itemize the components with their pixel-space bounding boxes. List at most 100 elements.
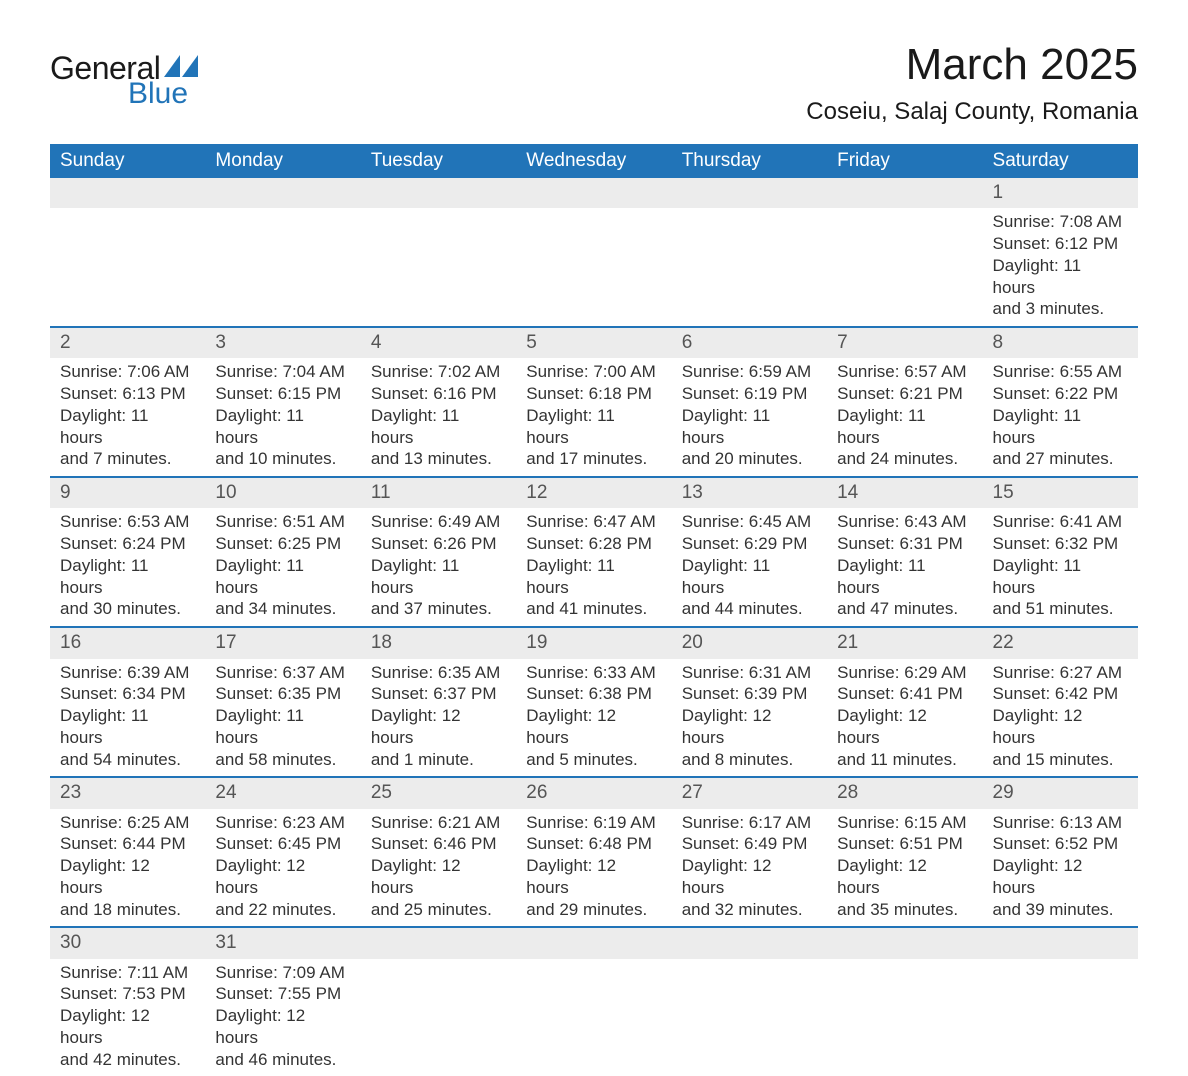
- daylight-line1: Daylight: 12 hours: [526, 705, 661, 749]
- day-data: Sunrise: 6:57 AMSunset: 6:21 PMDaylight:…: [827, 358, 982, 476]
- calendar-day-cell: [672, 927, 827, 1076]
- header: General Blue March 2025 Coseiu, Salaj Co…: [50, 40, 1138, 126]
- sunset-text: Sunset: 6:24 PM: [60, 533, 195, 555]
- daylight-line1: Daylight: 11 hours: [215, 705, 350, 749]
- daylight-line2: and 41 minutes.: [526, 598, 661, 620]
- calendar-week-row: 30Sunrise: 7:11 AMSunset: 7:53 PMDayligh…: [50, 927, 1138, 1076]
- day-number: 21: [827, 628, 982, 658]
- day-data: Sunrise: 6:49 AMSunset: 6:26 PMDaylight:…: [361, 508, 516, 626]
- sunset-text: Sunset: 6:15 PM: [215, 383, 350, 405]
- day-number: 18: [361, 628, 516, 658]
- daylight-line2: and 30 minutes.: [60, 598, 195, 620]
- sunset-text: Sunset: 6:26 PM: [371, 533, 506, 555]
- day-number-empty: [827, 928, 982, 958]
- sunrise-text: Sunrise: 7:00 AM: [526, 361, 661, 383]
- day-number: 29: [983, 778, 1138, 808]
- sunset-text: Sunset: 6:46 PM: [371, 833, 506, 855]
- calendar-day-cell: 12Sunrise: 6:47 AMSunset: 6:28 PMDayligh…: [516, 477, 671, 627]
- sunrise-text: Sunrise: 6:31 AM: [682, 662, 817, 684]
- sunrise-text: Sunrise: 6:57 AM: [837, 361, 972, 383]
- day-number: 11: [361, 478, 516, 508]
- calendar-day-cell: [672, 178, 827, 327]
- daylight-line2: and 3 minutes.: [993, 298, 1128, 320]
- page-title: March 2025: [806, 40, 1138, 90]
- calendar-day-cell: 30Sunrise: 7:11 AMSunset: 7:53 PMDayligh…: [50, 927, 205, 1076]
- daylight-line2: and 39 minutes.: [993, 899, 1128, 921]
- daylight-line2: and 25 minutes.: [371, 899, 506, 921]
- title-block: March 2025 Coseiu, Salaj County, Romania: [806, 40, 1138, 126]
- calendar-week-row: 1Sunrise: 7:08 AMSunset: 6:12 PMDaylight…: [50, 178, 1138, 327]
- sunrise-text: Sunrise: 6:35 AM: [371, 662, 506, 684]
- calendar-day-cell: 11Sunrise: 6:49 AMSunset: 6:26 PMDayligh…: [361, 477, 516, 627]
- daylight-line2: and 15 minutes.: [993, 749, 1128, 771]
- daylight-line1: Daylight: 11 hours: [60, 405, 195, 449]
- sunset-text: Sunset: 6:34 PM: [60, 683, 195, 705]
- sunrise-text: Sunrise: 6:27 AM: [993, 662, 1128, 684]
- day-data: Sunrise: 6:53 AMSunset: 6:24 PMDaylight:…: [50, 508, 205, 626]
- sunrise-text: Sunrise: 6:13 AM: [993, 812, 1128, 834]
- sunrise-text: Sunrise: 6:43 AM: [837, 511, 972, 533]
- daylight-line1: Daylight: 12 hours: [371, 705, 506, 749]
- day-number: 7: [827, 328, 982, 358]
- daylight-line1: Daylight: 11 hours: [215, 405, 350, 449]
- day-data-empty: [827, 208, 982, 296]
- sunset-text: Sunset: 6:22 PM: [993, 383, 1128, 405]
- day-number-empty: [205, 178, 360, 208]
- calendar-day-cell: 27 Sunrise: 6:17 AMSunset: 6:49 PMDayligh…: [672, 777, 827, 927]
- daylight-line1: Daylight: 11 hours: [682, 405, 817, 449]
- daylight-line1: Daylight: 12 hours: [682, 855, 817, 899]
- daylight-line1: Daylight: 11 hours: [682, 555, 817, 599]
- day-data: Sunrise: 6:51 AMSunset: 6:25 PMDaylight:…: [205, 508, 360, 626]
- calendar-day-cell: 7Sunrise: 6:57 AMSunset: 6:21 PMDaylight…: [827, 327, 982, 477]
- day-data: Sunrise: 6:33 AMSunset: 6:38 PMDaylight:…: [516, 659, 671, 777]
- calendar-day-cell: [361, 178, 516, 327]
- sunrise-text: Sunrise: 7:02 AM: [371, 361, 506, 383]
- day-data: Sunrise: 7:09 AMSunset: 7:55 PMDaylight:…: [205, 959, 360, 1076]
- sunrise-text: Sunrise: 7:11 AM: [60, 962, 195, 984]
- day-data: Sunrise: 6:55 AMSunset: 6:22 PMDaylight:…: [983, 358, 1138, 476]
- daylight-line1: Daylight: 12 hours: [215, 1005, 350, 1049]
- calendar-day-cell: 20Sunrise: 6:31 AMSunset: 6:39 PMDayligh…: [672, 627, 827, 777]
- day-number: 10: [205, 478, 360, 508]
- daylight-line2: and 54 minutes.: [60, 749, 195, 771]
- day-number-empty: [672, 178, 827, 208]
- sunset-text: Sunset: 7:53 PM: [60, 983, 195, 1005]
- day-number: 15: [983, 478, 1138, 508]
- sunrise-text: Sunrise: 6:17 AM: [682, 812, 817, 834]
- logo-text-blue: Blue: [128, 77, 198, 111]
- day-data: Sunrise: 7:11 AMSunset: 7:53 PMDaylight:…: [50, 959, 205, 1076]
- calendar-day-cell: 25Sunrise: 6:21 AMSunset: 6:46 PMDayligh…: [361, 777, 516, 927]
- day-number: 8: [983, 328, 1138, 358]
- daylight-line2: and 13 minutes.: [371, 448, 506, 470]
- sunset-text: Sunset: 7:55 PM: [215, 983, 350, 1005]
- daylight-line1: Daylight: 11 hours: [371, 555, 506, 599]
- daylight-line1: Daylight: 12 hours: [837, 855, 972, 899]
- daylight-line2: and 42 minutes.: [60, 1049, 195, 1071]
- daylight-line1: Daylight: 11 hours: [371, 405, 506, 449]
- sunset-text: Sunset: 6:12 PM: [993, 233, 1128, 255]
- daylight-line2: and 17 minutes.: [526, 448, 661, 470]
- day-number: 28: [827, 778, 982, 808]
- calendar-day-cell: 29Sunrise: 6:13 AMSunset: 6:52 PMDayligh…: [983, 777, 1138, 927]
- day-number: 30: [50, 928, 205, 958]
- calendar-week-row: 16Sunrise: 6:39 AMSunset: 6:34 PMDayligh…: [50, 627, 1138, 777]
- sunset-text: Sunset: 6:49 PM: [682, 833, 817, 855]
- day-data: Sunrise: 6:37 AMSunset: 6:35 PMDaylight:…: [205, 659, 360, 777]
- day-number-empty: [50, 178, 205, 208]
- day-data: Sunrise: 6:27 AMSunset: 6:42 PMDaylight:…: [983, 659, 1138, 777]
- daylight-line1: Daylight: 12 hours: [371, 855, 506, 899]
- calendar-body: 1Sunrise: 7:08 AMSunset: 6:12 PMDaylight…: [50, 178, 1138, 1076]
- sunrise-text: Sunrise: 6:53 AM: [60, 511, 195, 533]
- calendar-day-cell: 13Sunrise: 6:45 AMSunset: 6:29 PMDayligh…: [672, 477, 827, 627]
- calendar-day-cell: 9Sunrise: 6:53 AMSunset: 6:24 PMDaylight…: [50, 477, 205, 627]
- sunrise-text: Sunrise: 6:33 AM: [526, 662, 661, 684]
- daylight-line2: and 44 minutes.: [682, 598, 817, 620]
- weekday-header: Friday: [827, 144, 982, 178]
- day-number: 2: [50, 328, 205, 358]
- day-number: 27: [672, 778, 827, 808]
- day-data-empty: [516, 208, 671, 296]
- calendar-day-cell: [361, 927, 516, 1076]
- day-data: Sunrise: 6:25 AMSunset: 6:44 PMDaylight:…: [50, 809, 205, 927]
- daylight-line2: and 34 minutes.: [215, 598, 350, 620]
- sunset-text: Sunset: 6:38 PM: [526, 683, 661, 705]
